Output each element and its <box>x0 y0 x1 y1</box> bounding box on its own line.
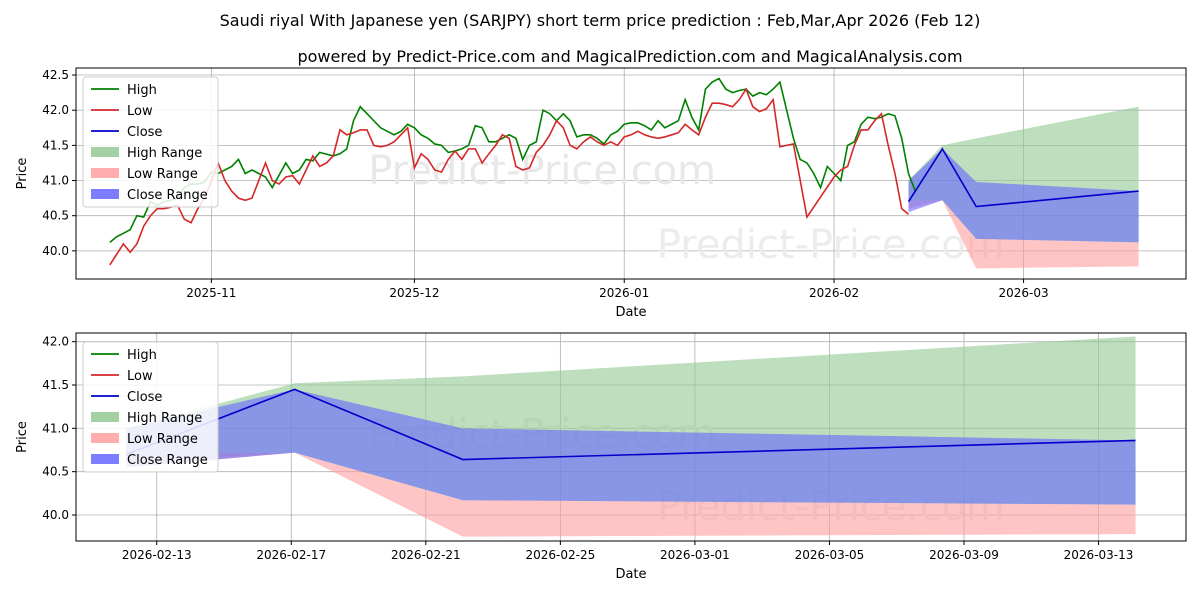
legend-close-label: Close <box>127 125 162 140</box>
legend: High Low Close High Range Low Range Close Ran… <box>82 76 219 208</box>
y-tick-label: 41.0 <box>42 174 69 188</box>
x-tick-label: 2025-11 <box>186 286 236 300</box>
y-axis-label: Price <box>15 421 30 453</box>
high-series-line <box>109 77 917 244</box>
x-axis-label: Date <box>615 305 646 320</box>
legend-close-range-swatch <box>91 454 119 464</box>
legend-low-range-swatch <box>91 433 119 443</box>
x-tick-label: 2026-03-01 <box>660 548 730 562</box>
plot-area <box>126 336 1136 537</box>
top-panel: Predict-Price.com Predict-Price.com 2025-1… <box>15 67 1187 320</box>
watermark-text: Predict-Price.com <box>657 222 1005 268</box>
legend-low-range-label: Low Range <box>127 167 198 182</box>
x-tick-label: 2026-03-13 <box>1064 548 1134 562</box>
legend-close-label: Close <box>127 390 162 405</box>
y-tick-label: 40.5 <box>42 209 69 223</box>
low-range-band <box>126 452 1136 537</box>
y-tick-label: 41.5 <box>42 378 69 392</box>
plot-frame <box>75 67 1187 280</box>
legend-high-range-label: High Range <box>127 411 202 426</box>
legend-low-range-swatch <box>91 168 119 178</box>
x-tick-label: 2026-02 <box>809 286 859 300</box>
low-range-band <box>908 200 1139 269</box>
x-axis-label: Date <box>615 567 646 582</box>
legend-high-range-swatch <box>91 412 119 422</box>
watermark-text: Predict-Price.com <box>368 148 716 194</box>
legend-high-label: High <box>127 348 157 363</box>
x-tick-label: 2026-02-17 <box>256 548 326 562</box>
y-tick-label: 40.0 <box>42 244 69 258</box>
y-tick-label: 40.0 <box>42 508 69 522</box>
y-axis-label: Price <box>15 158 30 190</box>
y-tick-label: 41.0 <box>42 421 69 435</box>
y-tick-label: 42.5 <box>42 68 69 82</box>
x-tick-label: 2026-01 <box>599 286 649 300</box>
low-series-line <box>109 87 910 266</box>
legend-low-range-label: Low Range <box>127 432 198 447</box>
x-tick-label: 2026-03-09 <box>929 548 999 562</box>
legend-low-label: Low <box>127 369 153 384</box>
legend-high-label: High <box>127 83 157 98</box>
legend-high-range-swatch <box>91 147 119 157</box>
legend-close-range-label: Close Range <box>127 188 208 203</box>
plot-area <box>109 77 1139 269</box>
y-tick-label: 42.0 <box>42 335 69 349</box>
chart-subtitle: powered by Predict-Price.com and Magical… <box>297 47 962 66</box>
y-tick-label: 40.5 <box>42 465 69 479</box>
legend-low-label: Low <box>127 104 153 119</box>
x-tick-label: 2025-12 <box>389 286 439 300</box>
y-tick-label: 42.0 <box>42 103 69 117</box>
close-range-band <box>908 148 1139 243</box>
legend-close-range-label: Close Range <box>127 453 208 468</box>
close-range-band <box>126 389 1136 505</box>
x-tick-label: 2026-03-05 <box>795 548 865 562</box>
legend-high-range-label: High Range <box>127 146 202 161</box>
x-tick-label: 2026-02-25 <box>525 548 595 562</box>
legend-close-range-swatch <box>91 189 119 199</box>
plot-frame <box>75 332 1187 542</box>
bottom-panel: Predict-Price.comPredict-Price.com2026-0… <box>15 332 1187 582</box>
close-series-line <box>907 147 1139 208</box>
x-tick-label: 2026-03 <box>998 286 1048 300</box>
x-tick-label: 2026-02-21 <box>391 548 461 562</box>
chart-title: Saudi riyal With Japanese yen (SARJPY) s… <box>220 11 981 30</box>
legend: High Low Close High Range Low Range Close Ran… <box>82 341 219 473</box>
x-tick-label: 2026-02-13 <box>122 548 192 562</box>
y-tick-label: 41.5 <box>42 138 69 152</box>
